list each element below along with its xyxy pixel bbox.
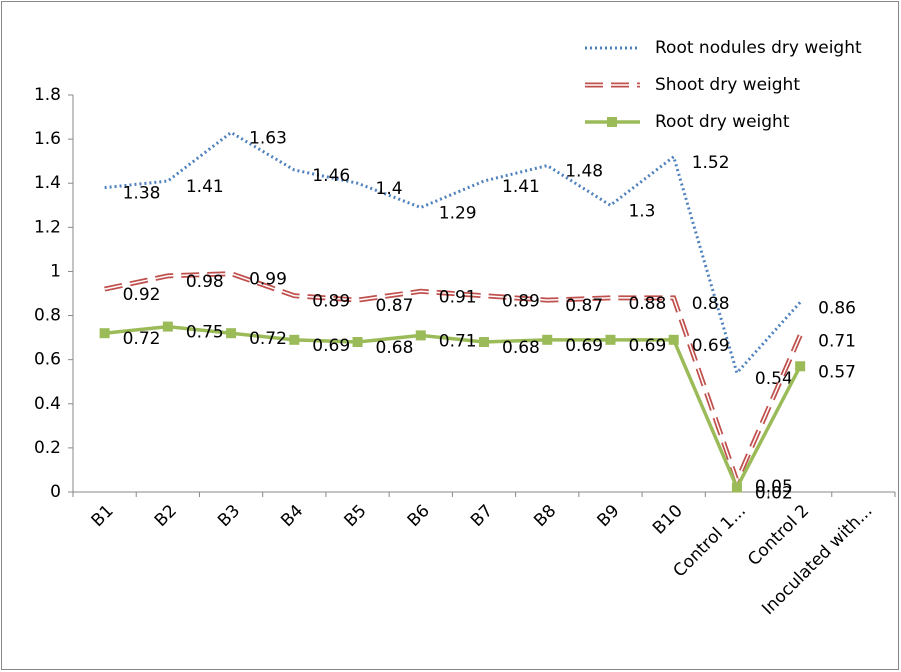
data-label: 0.75 bbox=[186, 323, 224, 343]
data-label: 0.87 bbox=[565, 296, 603, 316]
marker bbox=[731, 482, 742, 493]
data-label: 1.41 bbox=[186, 177, 224, 197]
data-label: 1.38 bbox=[123, 184, 161, 204]
data-label: 0.72 bbox=[123, 329, 161, 349]
data-label: 0.71 bbox=[439, 331, 477, 351]
data-label: 1.3 bbox=[628, 201, 655, 221]
data-label: 0.98 bbox=[186, 272, 224, 292]
data-label: 0.89 bbox=[502, 292, 540, 312]
y-tick-label: 0.2 bbox=[34, 438, 61, 458]
y-tick-label: 0 bbox=[50, 482, 61, 502]
marker bbox=[99, 328, 110, 339]
data-label: 0.68 bbox=[376, 338, 414, 358]
data-label: 0.99 bbox=[249, 270, 287, 290]
data-label: 0.92 bbox=[123, 285, 161, 305]
data-label: 1.48 bbox=[565, 162, 603, 182]
data-label: 0.57 bbox=[818, 362, 856, 382]
data-label: 0.69 bbox=[565, 336, 603, 356]
data-label: 0.69 bbox=[628, 336, 666, 356]
y-tick-label: 1.2 bbox=[34, 217, 61, 237]
data-label: 0.72 bbox=[249, 329, 287, 349]
marker bbox=[352, 337, 363, 348]
y-tick-label: 1.6 bbox=[34, 129, 61, 149]
data-label: 0.87 bbox=[376, 296, 414, 316]
data-label: 1.29 bbox=[439, 203, 477, 223]
marker bbox=[668, 334, 679, 345]
data-label: 0.69 bbox=[312, 336, 350, 356]
data-label: 0.02 bbox=[755, 484, 793, 504]
y-tick-label: 0.4 bbox=[34, 394, 61, 414]
series-line-inner bbox=[104, 272, 801, 484]
data-label: 1.46 bbox=[312, 166, 350, 186]
data-label: 0.86 bbox=[818, 298, 856, 318]
data-label: 0.71 bbox=[818, 331, 856, 351]
data-label: 0.89 bbox=[312, 292, 350, 312]
marker bbox=[162, 321, 173, 332]
data-label: 0.88 bbox=[692, 294, 730, 314]
data-label: 0.69 bbox=[692, 336, 730, 356]
data-label: 0.54 bbox=[755, 369, 793, 389]
data-label: 0.91 bbox=[439, 287, 477, 307]
marker bbox=[479, 337, 489, 348]
data-label: 1.41 bbox=[502, 177, 540, 197]
data-label: 1.63 bbox=[249, 128, 287, 148]
series-line bbox=[104, 324, 802, 492]
data-label: 1.4 bbox=[376, 179, 403, 199]
marker bbox=[542, 334, 553, 345]
y-tick-label: 1.8 bbox=[34, 85, 61, 105]
data-label: 0.88 bbox=[628, 294, 666, 314]
marker bbox=[226, 328, 237, 339]
legend-marker bbox=[607, 117, 617, 127]
marker bbox=[289, 334, 300, 345]
marker bbox=[605, 334, 616, 345]
legend-label: Shoot dry weight bbox=[655, 75, 800, 95]
data-label: 0.05 bbox=[755, 477, 793, 497]
marker bbox=[795, 361, 806, 372]
y-tick-label: 0.8 bbox=[34, 306, 61, 326]
legend-label: Root dry weight bbox=[655, 112, 790, 132]
data-label: 1.52 bbox=[692, 153, 730, 173]
marker bbox=[415, 330, 426, 341]
y-tick-label: 1 bbox=[50, 261, 61, 281]
data-label: 0.68 bbox=[502, 338, 540, 358]
y-tick-label: 1.4 bbox=[34, 173, 61, 193]
legend-label: Root nodules dry weight bbox=[655, 38, 862, 58]
y-tick-label: 0.6 bbox=[34, 350, 61, 370]
